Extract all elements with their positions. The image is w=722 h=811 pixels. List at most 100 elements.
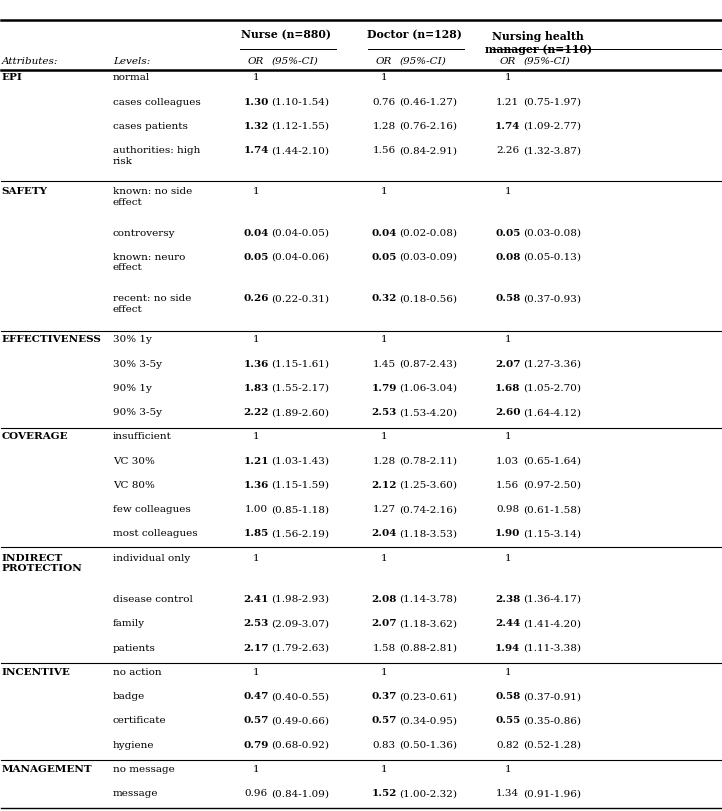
Text: normal: normal: [113, 74, 150, 83]
Text: (0.40-0.55): (0.40-0.55): [271, 692, 329, 701]
Text: 1: 1: [505, 74, 511, 83]
Text: 0.57: 0.57: [243, 716, 269, 725]
Text: 1.74: 1.74: [495, 122, 521, 131]
Text: (0.88-2.81): (0.88-2.81): [399, 643, 457, 653]
Text: (0.05-0.13): (0.05-0.13): [523, 253, 581, 262]
Text: (0.18-0.56): (0.18-0.56): [399, 294, 457, 303]
Text: 1.68: 1.68: [495, 384, 521, 393]
Text: (0.23-0.61): (0.23-0.61): [399, 692, 457, 701]
Text: 1: 1: [505, 667, 511, 676]
Text: (1.15-1.61): (1.15-1.61): [271, 359, 329, 368]
Text: 1: 1: [505, 765, 511, 774]
Text: 1.85: 1.85: [243, 530, 269, 539]
Text: 1: 1: [253, 74, 259, 83]
Text: 2.12: 2.12: [371, 481, 397, 490]
Text: Nurse (n=880): Nurse (n=880): [241, 29, 331, 41]
Text: no message: no message: [113, 765, 175, 774]
Text: 1.94: 1.94: [495, 643, 521, 653]
Text: insufficient: insufficient: [113, 432, 172, 441]
Text: VC 30%: VC 30%: [113, 457, 155, 466]
Text: 2.38: 2.38: [495, 595, 521, 604]
Text: (95%-CI): (95%-CI): [271, 57, 318, 66]
Text: 1.28: 1.28: [373, 122, 396, 131]
Text: 1.32: 1.32: [243, 122, 269, 131]
Text: (1.06-3.04): (1.06-3.04): [399, 384, 457, 393]
Text: 1.52: 1.52: [371, 789, 396, 798]
Text: 1: 1: [505, 187, 511, 196]
Text: 0.05: 0.05: [371, 253, 396, 262]
Text: 0.05: 0.05: [243, 253, 269, 262]
Text: 1: 1: [505, 335, 511, 345]
Text: INCENTIVE: INCENTIVE: [1, 667, 70, 676]
Text: (0.46-1.27): (0.46-1.27): [399, 98, 457, 107]
Text: (1.25-3.60): (1.25-3.60): [399, 481, 457, 490]
Text: (0.22-0.31): (0.22-0.31): [271, 294, 329, 303]
Text: (1.79-2.63): (1.79-2.63): [271, 643, 329, 653]
Text: message: message: [113, 789, 158, 798]
Text: 1: 1: [380, 554, 387, 563]
Text: 2.60: 2.60: [495, 408, 521, 417]
Text: individual only: individual only: [113, 554, 190, 563]
Text: (1.41-4.20): (1.41-4.20): [523, 620, 581, 629]
Text: 30% 1y: 30% 1y: [113, 335, 152, 345]
Text: (0.75-1.97): (0.75-1.97): [523, 98, 581, 107]
Text: 2.08: 2.08: [371, 595, 396, 604]
Text: 0.79: 0.79: [243, 740, 269, 749]
Text: OR: OR: [248, 57, 264, 66]
Text: (1.03-1.43): (1.03-1.43): [271, 457, 329, 466]
Text: (1.44-2.10): (1.44-2.10): [271, 146, 329, 155]
Text: 2.44: 2.44: [495, 620, 521, 629]
Text: 1: 1: [253, 667, 259, 676]
Text: 1: 1: [380, 74, 387, 83]
Text: disease control: disease control: [113, 595, 193, 604]
Text: 0.96: 0.96: [245, 789, 268, 798]
Text: 0.55: 0.55: [495, 716, 521, 725]
Text: 0.04: 0.04: [243, 229, 269, 238]
Text: 2.53: 2.53: [243, 620, 269, 629]
Text: 0.58: 0.58: [495, 692, 521, 701]
Text: 0.82: 0.82: [496, 740, 519, 749]
Text: (1.98-2.93): (1.98-2.93): [271, 595, 329, 604]
Text: 1.30: 1.30: [243, 98, 269, 107]
Text: (0.91-1.96): (0.91-1.96): [523, 789, 581, 798]
Text: 0.26: 0.26: [243, 294, 269, 303]
Text: 0.37: 0.37: [371, 692, 396, 701]
Text: 2.17: 2.17: [243, 643, 269, 653]
Text: 1: 1: [505, 554, 511, 563]
Text: most colleagues: most colleagues: [113, 530, 198, 539]
Text: (0.74-2.16): (0.74-2.16): [399, 505, 457, 514]
Text: 1.36: 1.36: [243, 359, 269, 368]
Text: 2.41: 2.41: [243, 595, 269, 604]
Text: 1.74: 1.74: [243, 146, 269, 155]
Text: Nursing health
manager (n=110): Nursing health manager (n=110): [484, 31, 592, 54]
Text: (0.84-1.09): (0.84-1.09): [271, 789, 329, 798]
Text: (1.15-3.14): (1.15-3.14): [523, 530, 581, 539]
Text: 0.04: 0.04: [371, 229, 396, 238]
Text: 1.00: 1.00: [245, 505, 268, 514]
Text: (1.36-4.17): (1.36-4.17): [523, 595, 581, 604]
Text: (1.15-1.59): (1.15-1.59): [271, 481, 329, 490]
Text: 1: 1: [380, 667, 387, 676]
Text: recent: no side
effect: recent: no side effect: [113, 294, 191, 314]
Text: cases patients: cases patients: [113, 122, 188, 131]
Text: 1: 1: [253, 187, 259, 196]
Text: 0.58: 0.58: [495, 294, 521, 303]
Text: (0.50-1.36): (0.50-1.36): [399, 740, 457, 749]
Text: COVERAGE: COVERAGE: [1, 432, 68, 441]
Text: 1.58: 1.58: [373, 643, 396, 653]
Text: (1.09-2.77): (1.09-2.77): [523, 122, 581, 131]
Text: OR: OR: [500, 57, 516, 66]
Text: 90% 3-5y: 90% 3-5y: [113, 408, 162, 417]
Text: (0.37-0.91): (0.37-0.91): [523, 692, 581, 701]
Text: 1: 1: [380, 187, 387, 196]
Text: Doctor (n=128): Doctor (n=128): [367, 29, 461, 41]
Text: controversy: controversy: [113, 229, 175, 238]
Text: (0.97-2.50): (0.97-2.50): [523, 481, 581, 490]
Text: (0.61-1.58): (0.61-1.58): [523, 505, 581, 514]
Text: (0.76-2.16): (0.76-2.16): [399, 122, 457, 131]
Text: 1.56: 1.56: [373, 146, 396, 155]
Text: (1.12-1.55): (1.12-1.55): [271, 122, 329, 131]
Text: (1.53-4.20): (1.53-4.20): [399, 408, 457, 417]
Text: (0.37-0.93): (0.37-0.93): [523, 294, 581, 303]
Text: (0.03-0.09): (0.03-0.09): [399, 253, 457, 262]
